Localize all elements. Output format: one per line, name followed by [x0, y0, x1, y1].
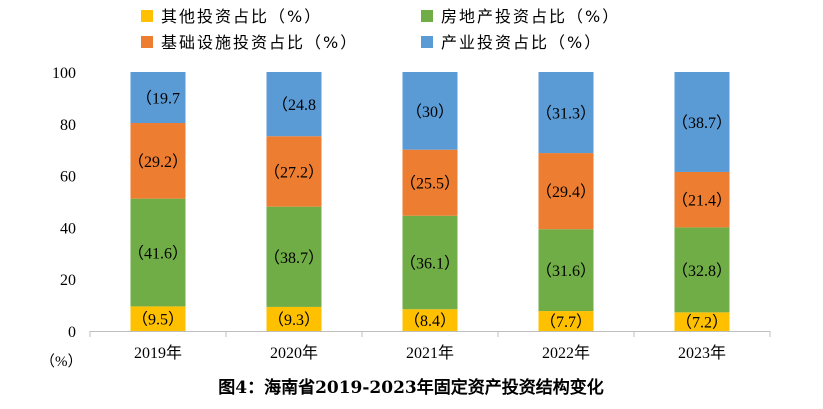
data-label-4-1: （7.7） — [540, 313, 592, 331]
bar-segment-3-1 — [402, 309, 458, 331]
y-tick-label-80: 80 — [60, 117, 76, 134]
data-label-2-4: （24.8 — [272, 96, 316, 114]
data-label-3-3: （25.5） — [400, 175, 460, 193]
data-label-2-3: （27.2） — [264, 163, 324, 181]
bar-segment-4-3 — [538, 153, 594, 230]
data-label-1-3: （29.2） — [128, 153, 188, 171]
legend-label-4: 产业投资占比（%） — [441, 33, 602, 52]
legend: 其他投资占比（%） 房地产投资占比（%） 基础设施投资占比（%） 产业投资占比（%） — [141, 7, 620, 52]
bar-segment-1-2 — [130, 198, 186, 307]
legend-label-2: 房地产投资占比（%） — [441, 7, 620, 26]
legend-swatch-1 — [141, 10, 153, 22]
bar-segment-5-3 — [674, 171, 730, 228]
bar-segment-1-4 — [130, 72, 186, 124]
legend-swatch-3 — [141, 36, 153, 48]
data-label-5-4: （38.7） — [672, 114, 732, 132]
x-axis: 2019年 2020年 2021年 2022年 2023年 — [89, 331, 771, 362]
data-label-3-2: （36.1） — [400, 254, 460, 272]
y-tick-label-100: 100 — [52, 65, 76, 82]
legend-label-3: 基础设施投资占比（%） — [161, 33, 358, 52]
bar-segment-4-2 — [538, 229, 594, 312]
x-tick-label-2020年: 2020年 — [270, 344, 318, 362]
y-tick-label-0: 0 — [68, 324, 76, 341]
bar-segment-5-2 — [674, 227, 730, 313]
data-label-5-2: （32.8） — [672, 262, 732, 280]
legend-label-1: 其他投资占比（%） — [161, 7, 322, 26]
data-label-1-2: （41.6） — [128, 245, 188, 263]
bar-segment-2-2 — [266, 206, 322, 307]
data-label-4-3: （29.4） — [536, 183, 596, 201]
data-label-3-4: （30） — [406, 103, 454, 121]
bar-segment-4-1 — [538, 311, 594, 331]
bar-segment-3-4 — [402, 72, 458, 150]
bars: （9.5） （41.6） （29.2） （19.7 （9.3） （38.7） （27.2） （… — [128, 72, 732, 332]
data-label-4-2: （31.6） — [536, 262, 596, 280]
data-label-2-1: （9.3） — [268, 311, 320, 329]
bar-segment-3-3 — [402, 149, 458, 216]
bar-segment-2-3 — [266, 136, 322, 207]
data-label-2-2: （38.7） — [264, 249, 324, 267]
data-label-5-3: （21.4） — [672, 192, 732, 210]
bar-segment-5-4 — [674, 72, 730, 172]
bar-segment-2-4 — [266, 72, 322, 137]
bar-segment-5-1 — [674, 312, 730, 331]
data-label-1-4: （19.7 — [136, 90, 180, 108]
bar-segment-4-4 — [538, 72, 594, 154]
bar-segment-1-1 — [130, 306, 186, 331]
bar-segment-2-1 — [266, 306, 322, 331]
data-label-5-1: （7.2） — [676, 314, 728, 332]
y-tick-label-20: 20 — [60, 272, 76, 289]
y-tick-label-40: 40 — [60, 220, 76, 237]
legend-swatch-2 — [421, 10, 433, 22]
data-label-4-4: （31.3） — [536, 105, 596, 123]
bar-segment-3-2 — [402, 215, 458, 310]
y-axis-unit-label: （%） — [40, 353, 83, 370]
bar-segment-1-3 — [130, 123, 186, 199]
y-axis: 0 20 40 60 80 100 — [52, 65, 76, 341]
x-tick-label-2023年: 2023年 — [678, 344, 726, 362]
data-label-1-1: （9.5） — [132, 311, 184, 329]
x-tick-label-2021年: 2021年 — [406, 344, 454, 362]
legend-swatch-4 — [421, 36, 433, 48]
data-label-3-1: （8.4） — [404, 312, 456, 330]
y-tick-label-60: 60 — [60, 169, 76, 186]
x-tick-label-2022年: 2022年 — [542, 344, 590, 362]
x-tick-label-2019年: 2019年 — [134, 344, 182, 362]
chart-title: 图4：海南省2019-2023年固定资产投资结构变化 — [218, 377, 604, 398]
